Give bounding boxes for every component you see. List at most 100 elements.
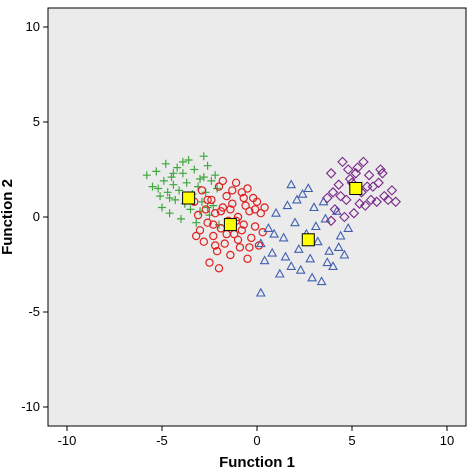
plus-point — [207, 176, 216, 185]
diamond-point — [352, 162, 363, 173]
circle-point — [220, 239, 229, 248]
triangle-point — [282, 200, 293, 210]
diamond-point — [322, 192, 333, 204]
diamond-point — [390, 196, 401, 208]
diamond-point — [382, 194, 394, 206]
triangle-point — [293, 243, 304, 253]
triangle-point — [291, 194, 302, 204]
circle-point — [199, 237, 208, 246]
plus-point — [156, 192, 165, 201]
plus-point — [199, 152, 208, 161]
x-tick-label: 5 — [348, 433, 355, 448]
triangle-point — [269, 228, 280, 238]
triangle-point — [255, 238, 266, 248]
diamond-point — [329, 204, 341, 215]
triangle-point — [324, 245, 335, 255]
plus-point — [199, 173, 208, 182]
triangle-point — [307, 272, 318, 282]
circle-point — [239, 220, 248, 229]
diamond-point — [337, 156, 348, 168]
plus-point — [154, 184, 163, 193]
diamond-point — [339, 211, 350, 223]
triangle-point — [322, 257, 333, 267]
triangle-point — [333, 242, 344, 251]
triangle-point — [339, 249, 350, 259]
circle-point — [216, 207, 226, 216]
plus-point — [171, 195, 180, 204]
circle-point — [218, 176, 227, 186]
x-axis-title: Function 1 — [219, 454, 295, 471]
triangle-point — [303, 183, 314, 193]
circle-point — [239, 193, 248, 203]
y-tick-label: 0 — [33, 209, 40, 224]
plus-point — [178, 157, 187, 166]
circle-point — [205, 258, 214, 267]
diamond-point — [325, 168, 337, 179]
triangle-point — [310, 221, 321, 231]
plus-point — [196, 175, 204, 183]
circle-point — [243, 254, 252, 263]
triangle-point — [267, 247, 278, 257]
circle-point — [210, 241, 220, 250]
circle-point — [226, 250, 235, 260]
triangle-point — [295, 264, 306, 274]
triangle-point — [320, 213, 331, 223]
y-tick-label: -5 — [28, 304, 40, 319]
diamond-point — [335, 190, 346, 202]
plus-point — [165, 194, 174, 202]
circle-point — [235, 243, 245, 252]
diamond-point — [325, 215, 337, 227]
triangle-point — [280, 251, 291, 261]
circle-point — [222, 191, 231, 201]
circle-point — [241, 201, 250, 210]
diamond-point — [327, 187, 339, 198]
y-tick-label: 5 — [33, 114, 40, 129]
diamond-point — [371, 196, 382, 208]
circle-point — [237, 188, 246, 197]
circle-point — [243, 184, 252, 193]
circle-point — [233, 235, 243, 244]
plus-point — [142, 171, 151, 180]
y-axis-title: Function 2 — [0, 179, 16, 255]
x-tick-label: 0 — [253, 433, 260, 448]
plus-point — [211, 171, 220, 180]
circle-point — [191, 231, 201, 241]
diamond-point — [350, 168, 362, 179]
diamond-point — [375, 164, 386, 175]
triangle-point — [290, 217, 300, 227]
diamond-point — [377, 168, 388, 179]
centroid-marker — [301, 233, 315, 247]
plus-point — [159, 176, 168, 185]
triangle-point — [271, 207, 281, 217]
circle-point — [250, 222, 260, 231]
circle-point — [245, 207, 254, 216]
circle-point — [226, 205, 235, 214]
plus-point — [173, 163, 182, 172]
circle-point — [201, 205, 210, 214]
centroid-marker — [349, 182, 363, 195]
plus-point — [182, 178, 191, 187]
circle-point — [214, 182, 224, 191]
triangle-point — [278, 232, 289, 242]
circle-point — [209, 220, 218, 229]
centroid-marker — [223, 218, 237, 232]
plus-point — [203, 161, 212, 170]
diamond-point — [333, 179, 344, 190]
diamond-point — [354, 198, 365, 209]
plus-point — [177, 214, 185, 223]
plus-point — [190, 165, 199, 174]
plus-point — [161, 159, 170, 168]
plot-area — [47, 7, 467, 427]
circle-point — [212, 246, 222, 256]
triangle-point — [312, 236, 323, 246]
circle-point — [207, 195, 216, 205]
triangle-point — [343, 223, 354, 232]
circle-point — [231, 178, 241, 187]
diamond-point — [363, 169, 375, 181]
diamond-point — [373, 177, 384, 189]
x-tick-label: 10 — [440, 433, 454, 448]
circle-point — [237, 226, 246, 235]
triangle-point — [309, 202, 319, 212]
circle-point — [258, 227, 267, 237]
